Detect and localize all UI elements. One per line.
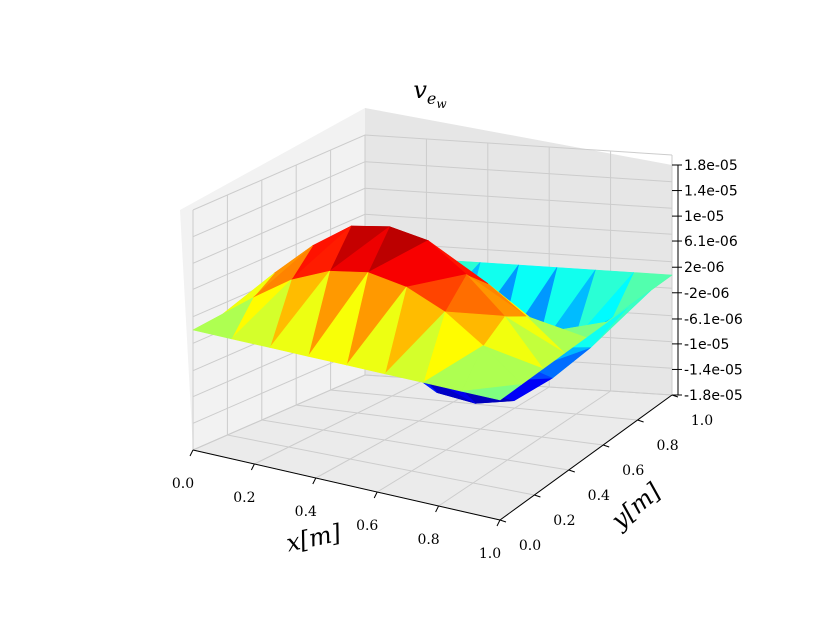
surface-facet xyxy=(384,311,446,383)
z-tick-label: -1.4e-05 xyxy=(684,362,743,378)
tick-marks xyxy=(189,164,682,527)
z-tick-label: -1.8e-05 xyxy=(684,388,743,404)
z-tick-label: 1e-05 xyxy=(684,209,724,225)
x-tick-mark xyxy=(312,477,317,485)
x-axis-line xyxy=(192,449,501,521)
x-tick-label: 0.6 xyxy=(356,518,378,534)
x-tick-mark xyxy=(435,505,440,513)
z-tick-label: -6.1e-06 xyxy=(684,312,743,328)
x-tick-label: 0.2 xyxy=(233,490,255,506)
x-tick-mark xyxy=(189,449,194,457)
surface-facet xyxy=(461,384,522,401)
grid-line-z xyxy=(192,213,673,290)
z-tick-label: -2e-06 xyxy=(684,286,730,302)
surface-facet xyxy=(307,272,369,366)
surface-facet xyxy=(422,345,484,392)
x-tick-mark xyxy=(496,519,501,527)
z-tick-label: 1.8e-05 xyxy=(684,158,738,174)
y-tick-label: 0.6 xyxy=(622,463,644,479)
y-tick-label: 0.4 xyxy=(588,488,610,504)
grid-line-z xyxy=(192,374,673,451)
y-tick-label: 0.8 xyxy=(656,438,678,454)
y-tick-label: 1.0 xyxy=(691,413,713,429)
x-axis-label: x[m] xyxy=(284,518,344,557)
y-tick-label: 0.2 xyxy=(553,513,575,529)
x-tick-label: 0.0 xyxy=(172,476,194,492)
surface-facet xyxy=(346,286,407,375)
grid-line-z xyxy=(192,161,673,238)
y-axis-label: y[m] xyxy=(605,477,666,535)
z-tick-label: 6.1e-06 xyxy=(684,234,738,250)
x-tick-label: 0.8 xyxy=(417,532,439,548)
surface-plot xyxy=(192,225,673,404)
axis-lines xyxy=(192,165,679,521)
tick-labels: 0.0 0.2 0.4 0.6 0.8 1.0 0.0 0.2 0.4 0.6 0.8 1.0 -1.8… xyxy=(172,158,743,562)
x-tick-label: 0.4 xyxy=(295,504,317,520)
surface-facet xyxy=(269,270,330,357)
y-tick-label: 0.0 xyxy=(519,538,541,554)
y-tick-mark xyxy=(637,419,644,423)
chart-title: vew xyxy=(413,76,447,111)
grid-line-z xyxy=(192,134,673,211)
y-tick-mark xyxy=(603,444,610,448)
z-tick-label: 1.4e-05 xyxy=(684,184,738,200)
x-tick-label: 1.0 xyxy=(479,546,501,562)
title-base: v xyxy=(413,76,427,104)
y-axis-line xyxy=(499,394,673,521)
title-sub: e xyxy=(427,89,436,108)
z-tick-label: -1e-05 xyxy=(684,337,729,353)
y-tick-mark xyxy=(499,519,507,523)
z-tick-label: 2e-06 xyxy=(684,260,724,276)
y-tick-mark xyxy=(568,469,575,473)
x-tick-mark xyxy=(373,491,378,499)
surface-facet xyxy=(231,279,292,348)
x-tick-mark xyxy=(250,463,255,471)
grid-line-z xyxy=(192,187,673,264)
title-subsub: w xyxy=(436,97,447,111)
surface-facet xyxy=(192,297,254,340)
y-tick-mark xyxy=(534,494,541,498)
